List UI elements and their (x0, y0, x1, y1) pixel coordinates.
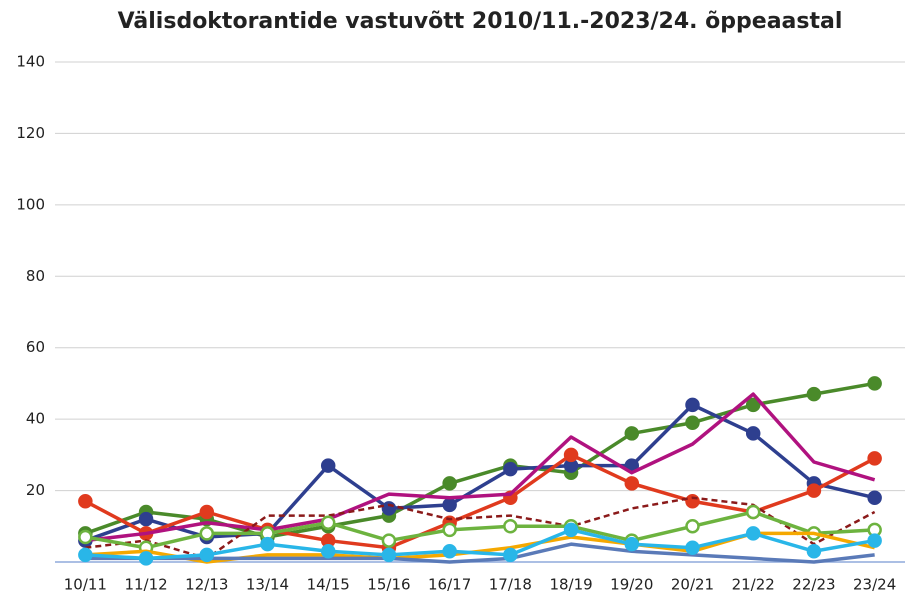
x-tick-label: 18/19 (549, 576, 592, 594)
point (806, 544, 822, 559)
x-tick-label: 15/16 (367, 576, 410, 594)
line-series (84, 403, 876, 543)
line-series (85, 542, 875, 564)
point (320, 515, 336, 530)
point (745, 397, 761, 413)
point (745, 426, 761, 441)
point (745, 526, 761, 541)
point (381, 547, 397, 563)
x-tick-label: 22/23 (792, 576, 835, 594)
y-tick-label: 80 (26, 267, 45, 285)
line-series (85, 392, 876, 543)
point (685, 415, 700, 430)
x-tick-label: 16/17 (428, 576, 471, 594)
y-tick-label: 120 (16, 124, 45, 142)
y-tick-label: 20 (26, 481, 45, 499)
line-series (85, 528, 875, 561)
point (78, 529, 93, 545)
point (867, 376, 882, 391)
point (199, 526, 215, 541)
point (745, 504, 761, 520)
line-series (84, 381, 875, 539)
y-tick-label: 60 (26, 338, 45, 356)
x-tick-label: 14/15 (307, 576, 350, 594)
point (381, 533, 397, 548)
point (320, 458, 336, 473)
y-tick-label: 140 (16, 53, 45, 71)
point (320, 544, 336, 559)
point (78, 547, 93, 563)
point (563, 522, 579, 538)
point (260, 536, 275, 552)
point (503, 519, 518, 534)
point (867, 451, 882, 466)
point (867, 490, 882, 505)
point (806, 483, 822, 498)
x-tick-label: 12/13 (185, 576, 228, 594)
line-series (85, 496, 876, 560)
line-series (84, 453, 876, 550)
x-tick-label: 23/24 (853, 576, 896, 594)
x-tick-label: 11/12 (124, 576, 167, 594)
chart-title: Välisdoktorantide vastuvõtt 2010/11.-202… (118, 9, 843, 34)
x-tick-label: 13/14 (246, 576, 289, 594)
point (867, 533, 882, 548)
point (442, 476, 457, 491)
point (806, 386, 822, 402)
point (199, 547, 215, 563)
point (624, 536, 640, 552)
x-tick-label: 19/20 (610, 576, 653, 594)
point (442, 522, 457, 538)
line-series (85, 510, 875, 550)
point (685, 397, 700, 413)
point (503, 547, 518, 563)
point (78, 494, 93, 509)
x-tick-label: 10/11 (64, 576, 107, 594)
point (503, 461, 518, 477)
point (199, 504, 215, 520)
point (563, 447, 579, 463)
x-tick-label: 20/21 (671, 576, 714, 594)
point (685, 519, 700, 534)
point (138, 551, 154, 566)
y-tick-label: 40 (26, 410, 45, 428)
point (624, 476, 640, 491)
x-tick-label: 21/22 (732, 576, 775, 594)
point (685, 540, 700, 555)
point (442, 497, 457, 513)
point (624, 426, 640, 441)
point (138, 511, 154, 527)
x-tick-label: 17/18 (489, 576, 532, 594)
point (442, 544, 457, 559)
y-tick-label: 100 (16, 195, 45, 213)
